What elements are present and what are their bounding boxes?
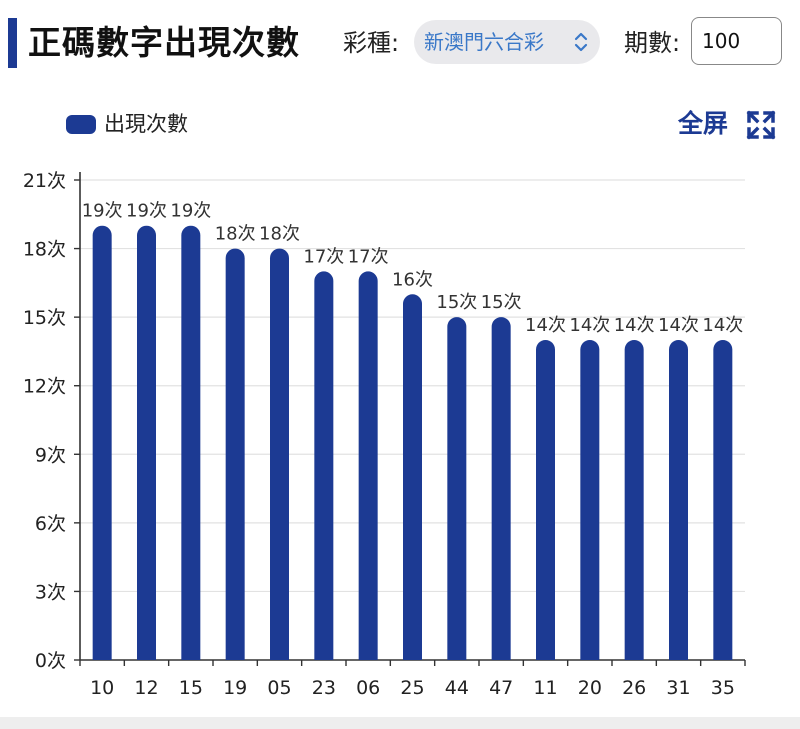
data-label: 14次 [658,315,699,336]
x-tick-label: 12 [134,677,158,699]
data-label: 18次 [259,224,300,245]
bar [713,340,733,660]
x-tick-label: 05 [267,677,291,699]
data-label: 14次 [614,315,655,336]
bar [403,294,422,660]
bar [624,340,644,660]
x-tick-label: 47 [489,677,513,699]
data-label: 17次 [303,246,344,267]
x-tick-label: 25 [400,677,424,699]
data-label: 19次 [126,201,167,222]
bar [491,317,511,660]
fullscreen-label: 全屏 [678,109,729,138]
period-count-label: 期數: [624,29,681,57]
bar [447,317,467,660]
data-label: 17次 [348,246,389,267]
bar [536,340,555,660]
y-tick-label: 18次 [23,239,66,261]
x-tick-label: 15 [179,677,203,699]
legend-swatch [66,115,96,134]
data-label: 18次 [215,224,256,245]
x-tick-label: 26 [622,677,646,699]
data-label: 14次 [525,315,566,336]
expand-icon [746,110,776,140]
x-tick-label: 44 [445,677,469,699]
bar-chart: 0次 3次 6次 9次 12次 15次 18次 21次 19次 10 19次 12 19次 15 18次 19… [23,170,746,699]
legend-label: 出現次數 [104,112,188,136]
data-label: 19次 [82,201,123,222]
data-label: 15次 [436,292,477,313]
x-tick-label: 20 [578,677,602,699]
period-count-input[interactable] [691,17,782,65]
lottery-type-value: 新澳門六合彩 [424,30,544,54]
bar [358,271,378,660]
chart-header: 正碼數字出現次數 彩種: 新澳門六合彩 期數: [0,0,800,86]
data-label: 15次 [481,292,522,313]
bar [669,340,688,660]
bar [270,248,289,661]
y-tick-label: 21次 [23,170,66,192]
y-tick-label: 6次 [35,513,66,535]
x-tick-label: 10 [90,677,114,699]
y-tick-label: 15次 [23,307,66,329]
bar [580,340,600,660]
x-tick-label: 06 [356,677,380,699]
bar [137,225,156,660]
footer-band [0,717,800,729]
x-tick-label: 23 [312,677,336,699]
x-tick-label: 11 [533,677,557,699]
page-title: 正碼數字出現次數 [28,23,300,62]
data-label: 19次 [170,201,211,222]
y-tick-label: 3次 [35,581,66,603]
data-label: 14次 [702,315,743,336]
lottery-type-select[interactable]: 新澳門六合彩 [414,20,600,64]
bar [225,248,245,661]
title-accent-bar [8,18,17,68]
x-tick-label: 35 [711,677,735,699]
data-label: 14次 [569,315,610,336]
lottery-type-label: 彩種: [343,29,400,57]
x-tick-label: 31 [666,677,690,699]
y-tick-label: 12次 [23,376,66,398]
x-tick-label: 19 [223,677,247,699]
y-tick-label: 9次 [35,444,66,466]
data-label: 16次 [392,269,433,290]
y-tick-label: 0次 [35,650,66,672]
chevron-up-down-icon [574,32,588,52]
bar [181,225,201,660]
bar [314,271,334,660]
bar [92,225,112,660]
